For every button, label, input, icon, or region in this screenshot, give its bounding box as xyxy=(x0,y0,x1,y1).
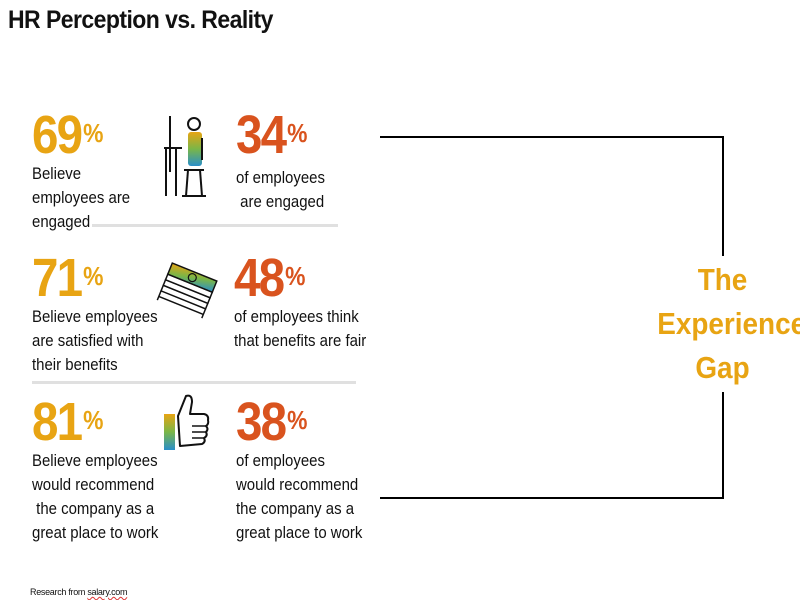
gap-label-line: Gap xyxy=(695,350,750,385)
money-stack-icon xyxy=(156,262,218,319)
thumbs-up-icon xyxy=(164,394,210,450)
footnote-prefix: Research from xyxy=(30,587,88,597)
employee-engaged-percent: 34% xyxy=(236,108,390,162)
desk-worker-icon xyxy=(164,116,206,197)
employee-stat-recommend: 38% of employees would recommend the com… xyxy=(236,395,411,545)
percent-value: 38 xyxy=(236,392,287,452)
percent-sign: % xyxy=(287,405,308,435)
percent-sign: % xyxy=(285,261,306,291)
row-divider xyxy=(92,224,338,227)
percent-value: 81 xyxy=(32,392,83,452)
hr-recommend-description: Believe employees would recommend the co… xyxy=(32,451,159,542)
employee-stat-engaged: 34% of employees are engaged xyxy=(236,108,411,214)
percent-value: 48 xyxy=(234,248,285,308)
source-footnote: Research from salary.com xyxy=(30,587,127,597)
percent-sign: % xyxy=(83,261,104,291)
employee-stat-benefits: 48% of employees think that benefits are… xyxy=(234,251,409,353)
employee-recommend-percent: 38% xyxy=(236,395,390,449)
employee-recommend-description: of employees would recommend the company… xyxy=(236,451,363,542)
employee-engaged-description: of employees are engaged xyxy=(236,168,325,211)
row-divider xyxy=(32,381,356,384)
hr-stat-benefits: 71% Believe employees are satisfied with… xyxy=(32,251,207,377)
employee-benefits-description: of employees think that benefits are fai… xyxy=(234,307,367,350)
percent-value: 69 xyxy=(32,105,83,165)
hr-stat-recommend: 81% Believe employees would recommend th… xyxy=(32,395,207,545)
hr-engaged-description: Believe employees are engaged xyxy=(32,164,131,231)
experience-gap-label: The Experience Gap xyxy=(650,256,800,392)
hr-recommend-percent: 81% xyxy=(32,395,186,449)
percent-sign: % xyxy=(287,118,308,148)
footnote-source: salary.com xyxy=(87,587,128,597)
percent-sign: % xyxy=(83,405,104,435)
hr-benefits-description: Believe employees are satisfied with the… xyxy=(32,307,158,374)
employee-benefits-percent: 48% xyxy=(234,251,388,305)
percent-value: 71 xyxy=(32,248,83,308)
gap-label-line: The xyxy=(697,262,748,297)
hr-stat-engaged: 69% Believe employees are engaged xyxy=(32,108,207,234)
page-title: HR Perception vs. Reality xyxy=(8,6,273,34)
gap-label-line: Experience xyxy=(657,306,800,341)
hr-engaged-percent: 69% xyxy=(32,108,186,162)
percent-value: 34 xyxy=(236,105,287,165)
hr-benefits-percent: 71% xyxy=(32,251,186,305)
percent-sign: % xyxy=(83,118,104,148)
